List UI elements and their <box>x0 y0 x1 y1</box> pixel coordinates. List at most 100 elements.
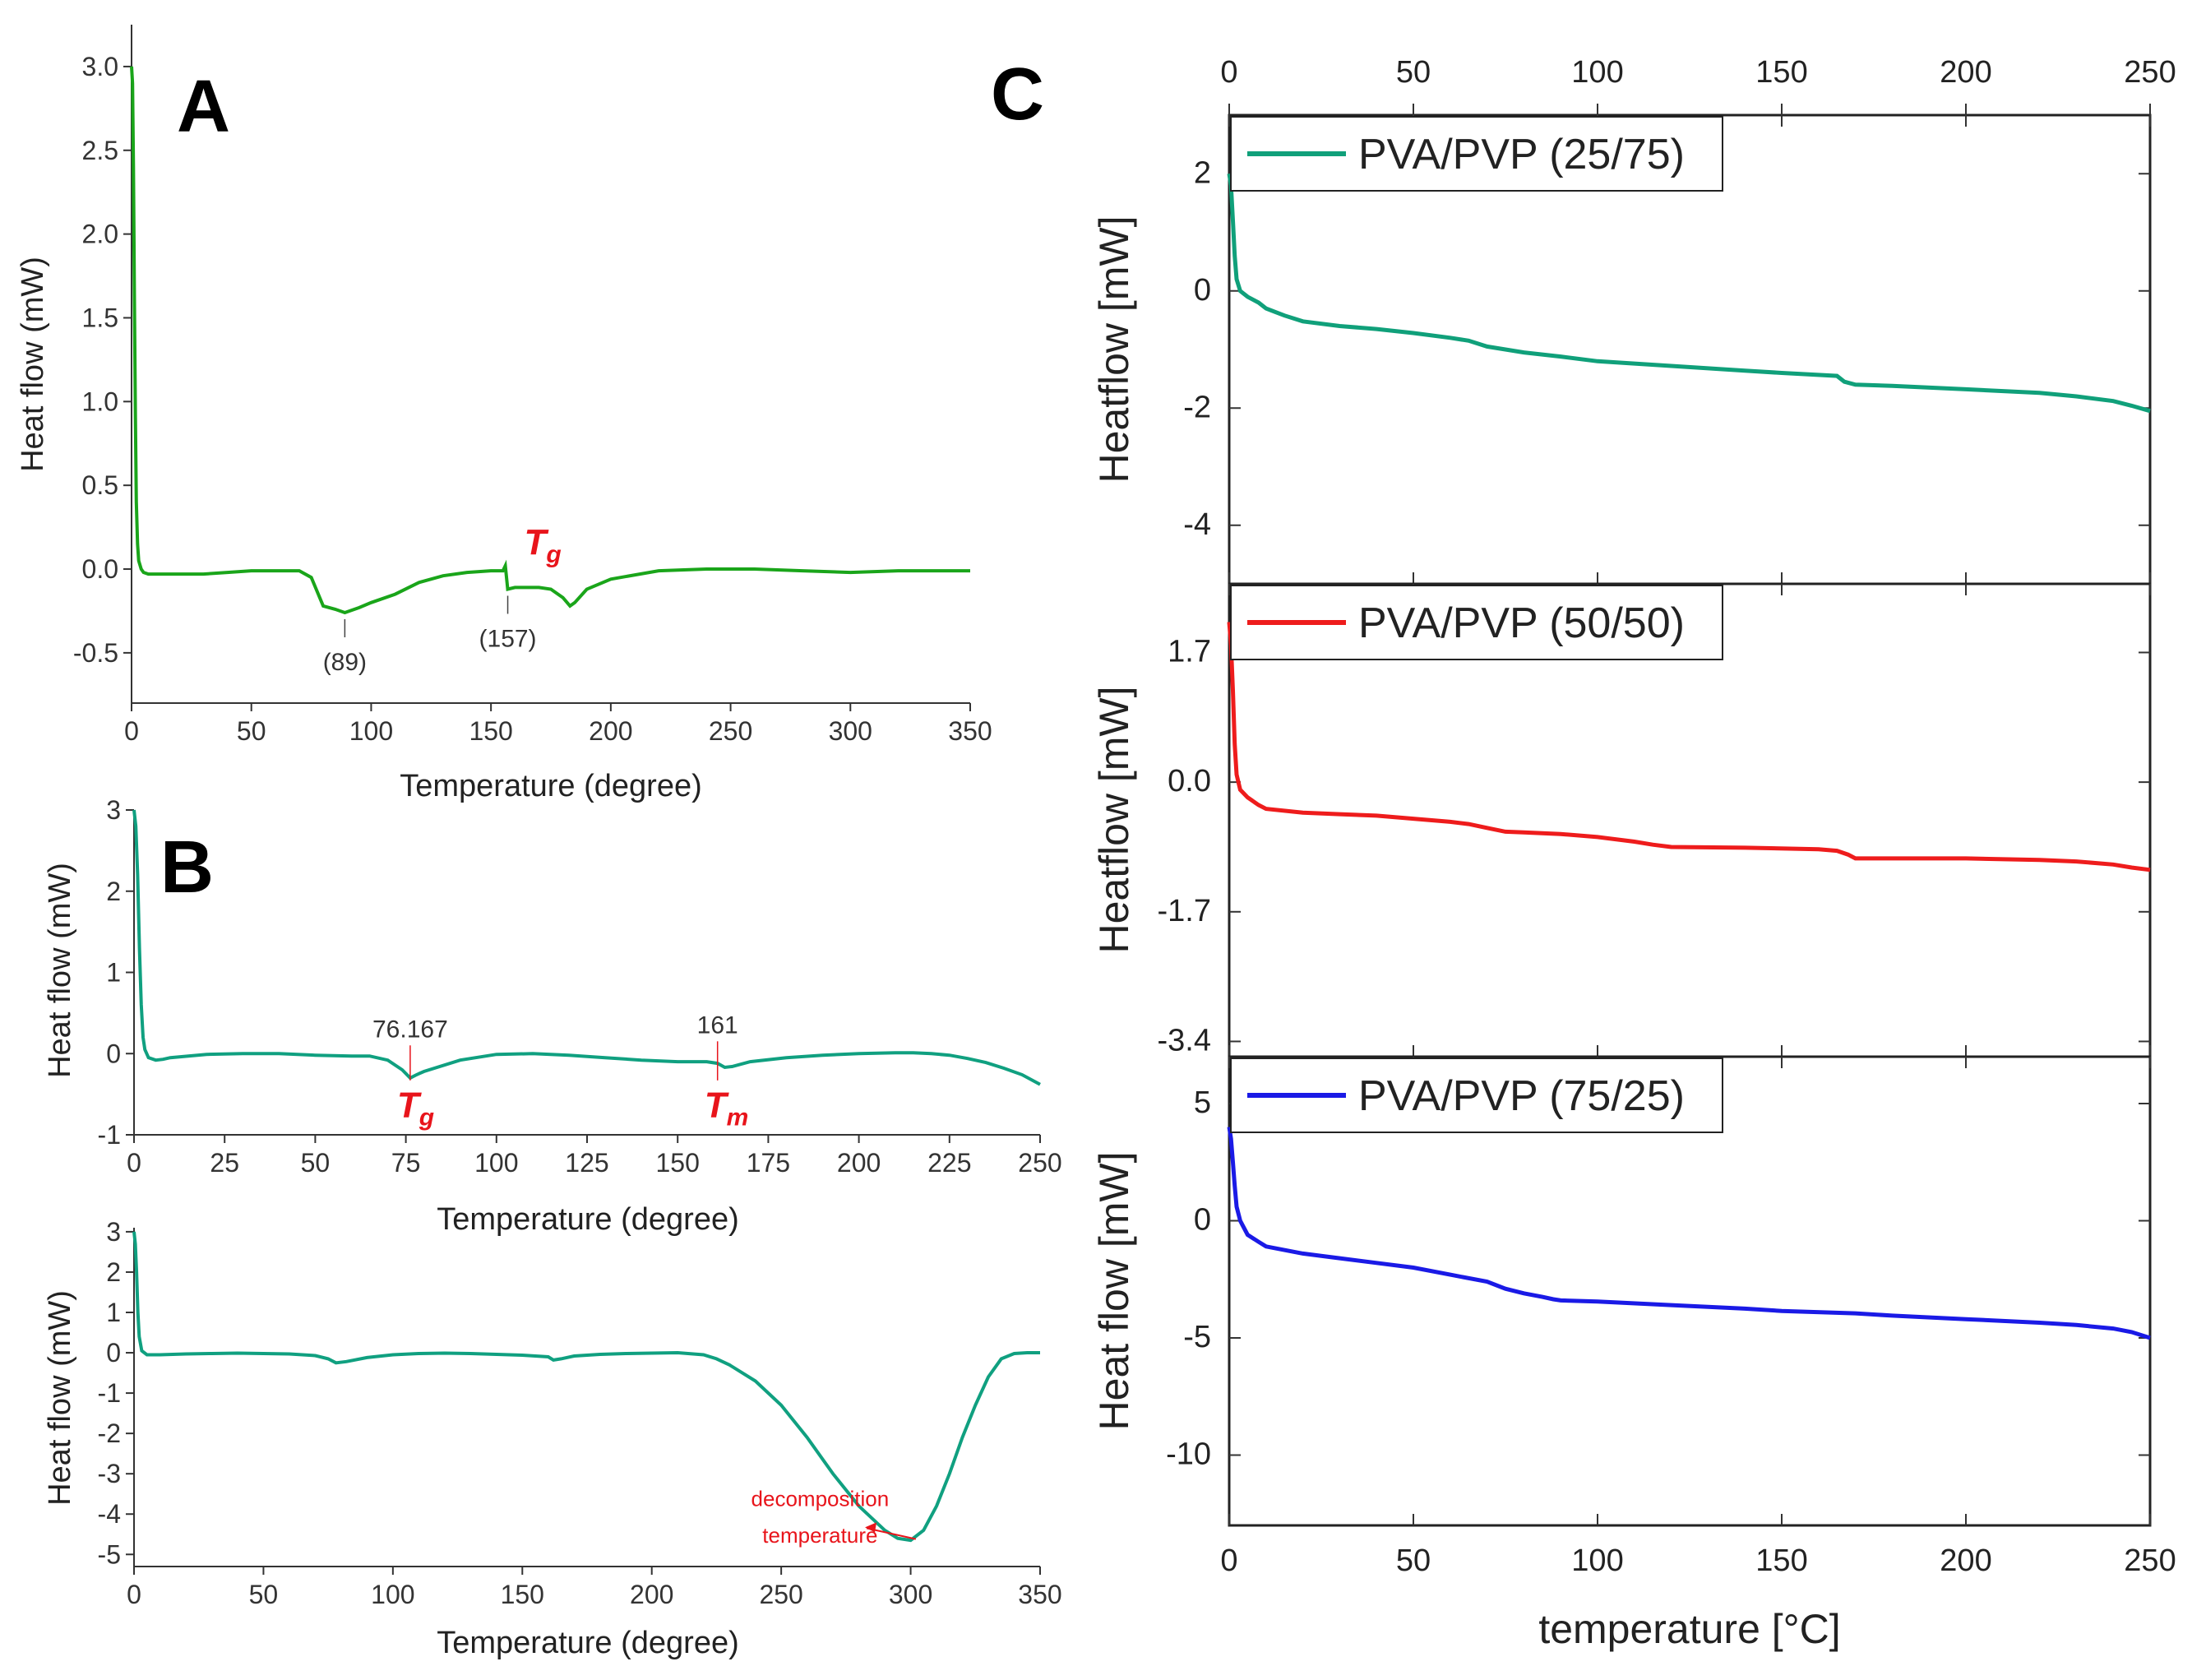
x-tick-label: 300 <box>829 716 872 746</box>
x-tick-label: 300 <box>889 1580 932 1609</box>
y-tick-label: 3 <box>106 795 121 825</box>
annotation-label: (157) <box>479 625 537 652</box>
panel-c-top: 0 50 100 150 200 250 -4 -2 0 2 PVA/PVP (25/75) He… <box>1091 55 2176 585</box>
x-tick-label: 50 <box>237 716 266 746</box>
panel-a: A 0 50 100 150 200 250 300 350 -0.5 0.0 0.5 1.0 1.5 2… <box>16 25 992 803</box>
peak-value-label: 161 <box>697 1011 738 1039</box>
panel-label-b: B <box>160 826 214 909</box>
panel-c-bottom-frame <box>1228 1055 2152 1527</box>
panel-b-top-curve <box>132 809 1041 1086</box>
y-tick-label: -3 <box>98 1459 121 1488</box>
x-tick-label: 100 <box>371 1580 414 1609</box>
annotation-label: (89) <box>323 649 367 676</box>
y-tick-label: -0.5 <box>73 638 118 668</box>
x-tick-label: 100 <box>349 716 393 746</box>
y-tick-label: -10 <box>1166 1437 1211 1472</box>
transition-marker: Tm <box>705 1085 749 1132</box>
legend-box <box>1230 585 1723 660</box>
x-tick-label: 175 <box>747 1148 790 1178</box>
decomposition-note: temperature <box>762 1523 877 1548</box>
y-tick-label: -5 <box>1183 1320 1211 1354</box>
y-tick-label: 2 <box>106 1257 121 1287</box>
y-tick-label: 1 <box>106 958 121 988</box>
panel-c-bottom: 0 50 100 150 200 250 -10 -5 0 5 PVA/PVP (75/25) H… <box>1091 1055 2176 1652</box>
x-tick-label-top: 50 <box>1396 55 1431 90</box>
x-tick-label: 125 <box>565 1148 608 1178</box>
y-tick-label: 1.0 <box>82 386 118 416</box>
legend-label: PVA/PVP (50/50) <box>1358 599 1685 647</box>
panel-b-top-xlabel: Temperature (degree) <box>437 1202 739 1237</box>
y-tick-label: 0 <box>106 1039 121 1068</box>
y-tick-label: 3 <box>106 1217 121 1247</box>
y-tick-label: 0.5 <box>82 470 118 500</box>
x-tick-label: 50 <box>1396 1543 1431 1578</box>
transition-subscript: g <box>419 1104 434 1132</box>
transition-marker: Tg <box>397 1085 434 1132</box>
y-tick-label: -1.7 <box>1158 894 1211 928</box>
y-tick-label: 0 <box>1194 273 1211 308</box>
transition-symbol: T <box>397 1085 422 1126</box>
x-tick-label: 200 <box>589 716 632 746</box>
y-tick-label: 2.5 <box>82 136 118 165</box>
x-tick-label: 150 <box>469 716 512 746</box>
decomposition-arrowhead <box>865 1522 877 1533</box>
y-tick-label: -4 <box>98 1499 121 1529</box>
y-tick-label: 1.7 <box>1168 634 1211 669</box>
x-tick-label: 50 <box>249 1580 279 1609</box>
x-tick-label: 75 <box>391 1148 421 1178</box>
panel-c-top-curve <box>1227 173 2151 414</box>
y-tick-label: 2 <box>106 877 121 906</box>
x-tick-label: 250 <box>2124 1543 2176 1578</box>
panel-c-xlabel: temperature [°C] <box>1538 1606 1840 1652</box>
tg-symbol: T <box>525 522 549 562</box>
panel-b-bottom-xlabel: Temperature (degree) <box>437 1626 739 1660</box>
y-tick-label: -3.4 <box>1158 1023 1211 1058</box>
y-tick-label: -1 <box>98 1120 121 1150</box>
x-tick-label-top: 0 <box>1220 55 1237 90</box>
x-tick-label: 250 <box>709 716 752 746</box>
decomposition-note: decomposition <box>751 1487 890 1511</box>
x-tick-label: 0 <box>124 716 139 746</box>
legend-label: PVA/PVP (75/25) <box>1358 1072 1685 1120</box>
panel-b-bottom: 0 50 100 150 200 250 300 350 -5 -4 -3 -2 -1 0 1 2 3 deco… <box>43 1217 1062 1660</box>
x-tick-label: 350 <box>948 716 992 746</box>
y-tick-label: 5 <box>1194 1085 1211 1120</box>
panel-b-bottom-ylabel: Heat flow (mW) <box>43 1290 77 1506</box>
x-tick-label-top: 200 <box>1940 55 1991 90</box>
y-tick-label: 1 <box>106 1298 121 1327</box>
panel-c-bottom-ylabel: Heat flow [mW] <box>1091 1152 1137 1431</box>
x-tick-label: 100 <box>1571 1543 1623 1578</box>
x-tick-label: 150 <box>656 1148 700 1178</box>
x-tick-label-top: 250 <box>2124 55 2176 90</box>
panel-label-a: A <box>177 66 230 148</box>
y-tick-label: -2 <box>1183 390 1211 424</box>
x-tick-label: 250 <box>759 1580 802 1609</box>
y-tick-label: -1 <box>98 1378 121 1408</box>
x-tick-label: 200 <box>1940 1543 1991 1578</box>
x-tick-label: 150 <box>501 1580 544 1609</box>
y-tick-label: 0.0 <box>82 554 118 584</box>
transition-symbol: T <box>705 1085 729 1126</box>
panel-a-ylabel: Heat flow (mW) <box>16 257 50 472</box>
x-tick-label: 0 <box>127 1148 141 1178</box>
panel-c-middle-curve <box>1227 622 2151 872</box>
panel-b-bottom-curve <box>132 1231 1040 1543</box>
panel-a-xlabel: Temperature (degree) <box>400 769 702 803</box>
y-tick-label: 3.0 <box>82 52 118 81</box>
legend-label: PVA/PVP (25/75) <box>1358 131 1685 178</box>
y-tick-label: 0 <box>106 1338 121 1368</box>
y-tick-label: 2 <box>1194 155 1211 190</box>
y-tick-label: -2 <box>98 1419 121 1448</box>
x-tick-label: 150 <box>1755 1543 1807 1578</box>
panel-c-top-ylabel: Heatflow [mW] <box>1091 215 1137 483</box>
panel-b-top-ylabel: Heat flow (mW) <box>43 863 77 1078</box>
y-tick-label: -4 <box>1183 507 1211 542</box>
panel-c-middle-ylabel: Heatflow [mW] <box>1091 686 1137 953</box>
x-tick-label-top: 100 <box>1571 55 1623 90</box>
x-tick-label: 50 <box>301 1148 331 1178</box>
x-tick-label: 0 <box>127 1580 141 1609</box>
panel-c-bottom-curve <box>1227 1127 2151 1340</box>
x-tick-label: 250 <box>1018 1148 1061 1178</box>
x-tick-label: 225 <box>927 1148 971 1178</box>
